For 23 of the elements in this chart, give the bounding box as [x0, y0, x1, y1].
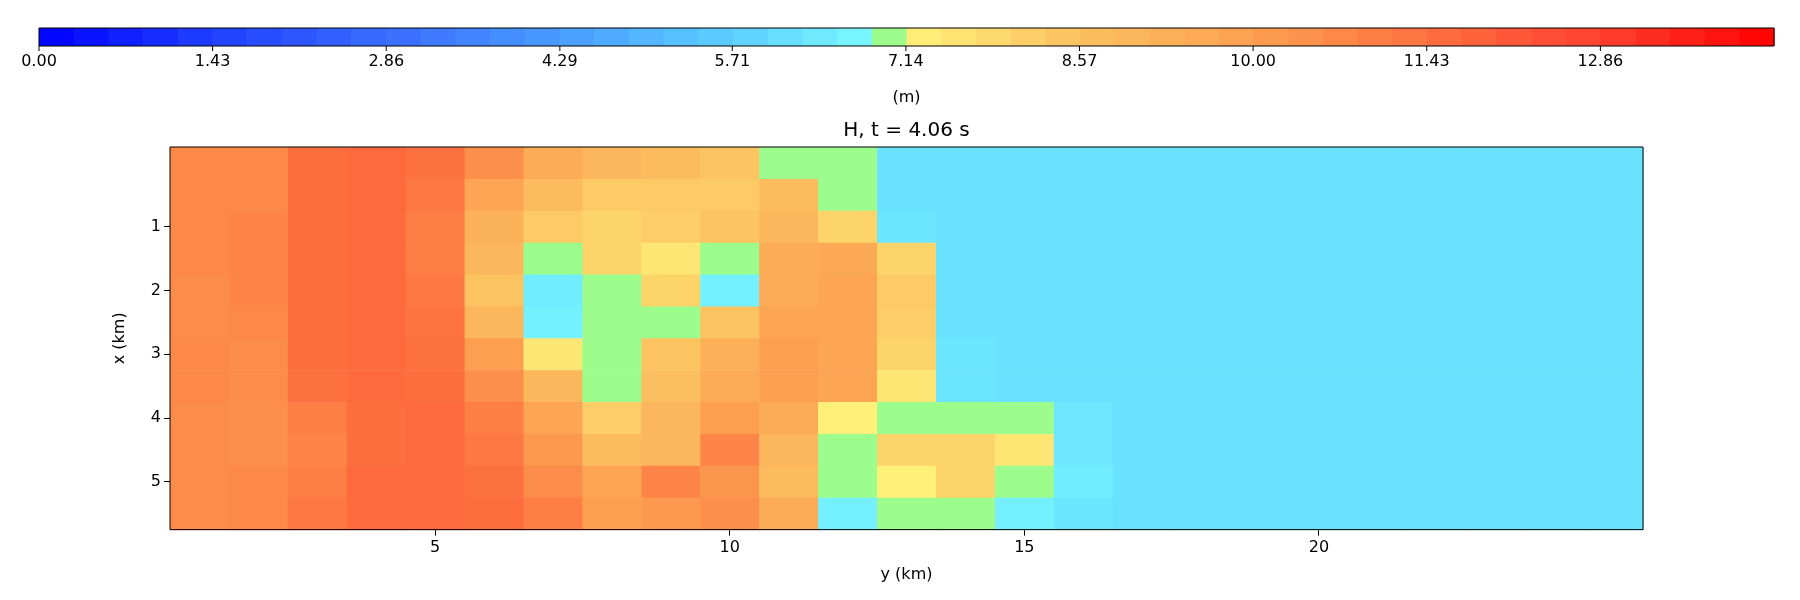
color-bar-label: 4.29	[542, 51, 578, 71]
x-tick-label: 5	[430, 537, 441, 557]
y-tick-label: 1	[150, 215, 161, 235]
color-bar-label: 0.00	[21, 51, 57, 71]
x-tick-label: 15	[1014, 537, 1035, 557]
y-tick-label: 3	[150, 343, 161, 363]
x-axis-title: y (km)	[880, 563, 933, 583]
y-tick-label: 4	[150, 407, 161, 427]
color-bar-label: 5.71	[714, 51, 751, 71]
color-bar-label: 11.43	[1403, 51, 1450, 71]
color-bar-label: 1.43	[194, 51, 231, 71]
x-tick-label: 20	[1308, 537, 1330, 557]
y-axis-title: x (km)	[108, 312, 128, 365]
color-bar-label: 8.57	[1061, 51, 1098, 71]
color-bar-label: 12.86	[1577, 51, 1624, 71]
color-bar-label: 7.14	[888, 51, 924, 71]
y-tick-label: 2	[150, 279, 161, 299]
color-bar-title: (m)	[892, 87, 921, 107]
chart-title: H, t = 4.06 s	[843, 117, 970, 142]
color-bar-label: 10.00	[1230, 51, 1277, 71]
x-tick-label: 10	[719, 537, 740, 557]
y-tick-label: 5	[150, 470, 161, 490]
color-bar-label: 2.86	[368, 51, 405, 71]
